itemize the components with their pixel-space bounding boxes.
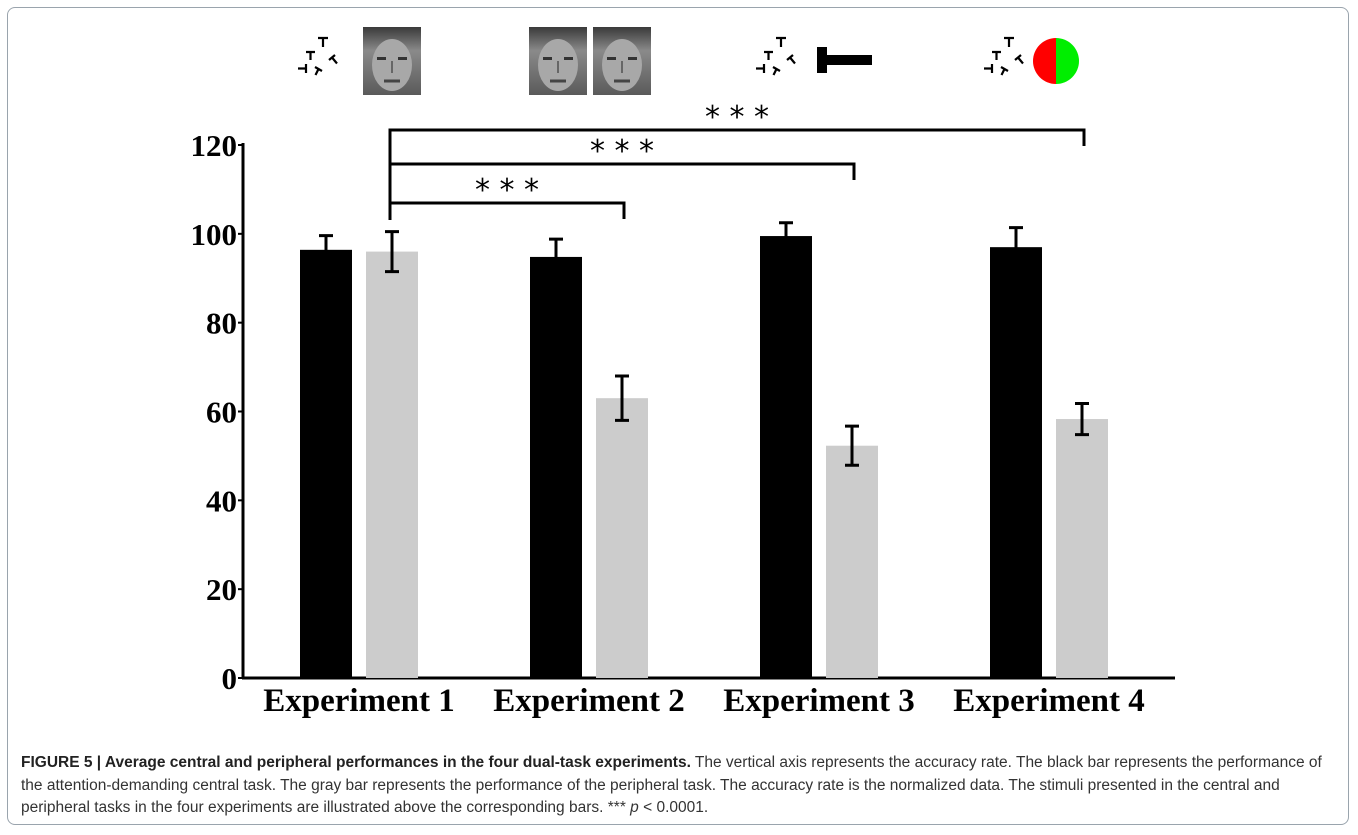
stimulus-exp1 [298, 27, 421, 95]
y-tick-label: 40 [206, 483, 237, 518]
bar [1056, 419, 1108, 678]
stimulus-exp3 [756, 38, 872, 75]
bar [530, 257, 582, 678]
significance-label: * * * [590, 134, 654, 169]
y-tick-label: 60 [206, 395, 237, 430]
significance-label: * * * [475, 173, 539, 208]
caption-marker: *** [608, 799, 626, 816]
caption-stat: p [630, 799, 639, 816]
caption-title: FIGURE 5 | Average central and periphera… [21, 754, 691, 771]
x-tick-label: Experiment 1 [263, 683, 455, 719]
x-tick-label: Experiment 2 [493, 683, 685, 719]
bar [990, 247, 1042, 678]
y-tick-label: 80 [206, 306, 237, 341]
bar [366, 252, 418, 678]
bar [760, 236, 812, 678]
y-tick-label: 100 [191, 217, 238, 252]
y-tick-label: 0 [222, 661, 238, 696]
stimulus-exp4 [984, 38, 1079, 84]
figure-caption: FIGURE 5 | Average central and periphera… [21, 752, 1339, 820]
x-tick-label: Experiment 3 [723, 683, 915, 719]
y-tick-label: 20 [206, 572, 237, 607]
bar [596, 398, 648, 678]
bar [826, 446, 878, 678]
significance-label: * * * [705, 100, 769, 135]
stimulus-exp2 [529, 27, 651, 95]
x-tick-label: Experiment 4 [953, 683, 1145, 719]
y-tick-label: 120 [191, 128, 238, 163]
significance-bracket [390, 164, 854, 220]
bar [300, 250, 352, 678]
chart: 0 20 40 60 80 100 120 Experiment 1 Experiment 2 E… [0, 0, 1358, 745]
caption-threshold: < 0.0001. [643, 799, 708, 816]
